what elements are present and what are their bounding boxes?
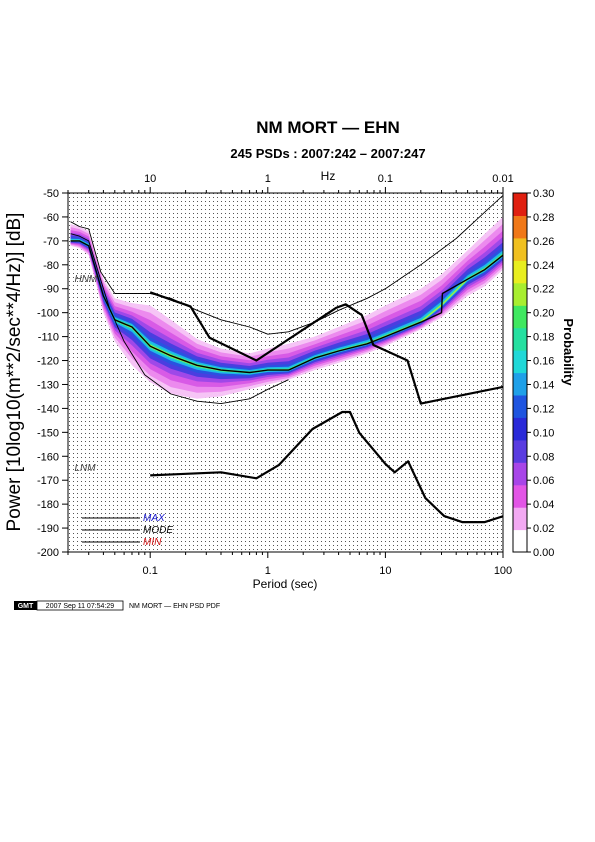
top-tick-label-1: 1: [265, 173, 271, 185]
colorbar-segment-13: [513, 237, 527, 261]
annotation-hnm: HNM: [74, 274, 97, 285]
colorbar-segment-15: [513, 193, 527, 216]
colorbar-tick-label-10: 0.10: [533, 427, 554, 439]
colorbar-tick-label-7: 0.16: [533, 356, 554, 368]
legend-label-mode: MODE: [143, 525, 173, 536]
series-line-max: [70, 195, 503, 335]
colorbar-segment-1: [513, 507, 527, 531]
colorbar-segment-6: [513, 394, 527, 418]
y-tick-label-1: -60: [43, 212, 59, 224]
chart-title: NM MORT — EHN: [256, 118, 400, 137]
y-tick-label-2: -70: [43, 236, 59, 248]
y-tick-label-0: -50: [43, 188, 59, 200]
colorbar-segment-5: [513, 417, 527, 441]
y-axis-label: Power [10log10(m**2/sec**4/Hz)] [dB]: [4, 213, 25, 532]
top-tick-label-3: 0.01: [492, 173, 513, 185]
colorbar-tick-label-1: 0.28: [533, 212, 554, 224]
colorbar-tick-label-3: 0.24: [533, 260, 554, 272]
colorbar-tick-label-12: 0.06: [533, 475, 554, 487]
annotation-lnm: LNM: [74, 463, 96, 474]
y-tick-label-12: -170: [37, 475, 59, 487]
x-tick-label-2: 10: [379, 565, 391, 577]
colorbar-tick-label-14: 0.02: [533, 523, 554, 535]
colorbar-tick-label-8: 0.14: [533, 379, 554, 391]
y-tick-label-14: -190: [37, 523, 59, 535]
timestamp-box: [36, 600, 124, 611]
footer: GMT 2007 Sep 11 07:54:29 NM MORT — EHN P…: [14, 600, 220, 611]
colorbar-segment-11: [513, 282, 527, 306]
colorbar-tick-label-0: 0.30: [533, 188, 554, 200]
colorbar-tick-label-9: 0.12: [533, 403, 554, 415]
colorbar-tick-label-5: 0.20: [533, 308, 554, 320]
y-tick-label-15: -200: [37, 547, 59, 559]
colorbar-segment-0: [513, 529, 527, 553]
x-tick-label-1: 1: [265, 565, 271, 577]
colorbar-segment-9: [513, 327, 527, 351]
x-axis-label: Period (sec): [253, 577, 318, 591]
colorbar-segment-12: [513, 260, 527, 284]
footer-caption: NM MORT — EHN PSD PDF: [129, 603, 220, 610]
x-tick-label-3: 100: [494, 565, 512, 577]
colorbar-segment-14: [513, 215, 527, 239]
y-tick-label-9: -140: [37, 403, 59, 415]
top-axis-label: Hz: [321, 169, 336, 183]
series-line-min: [70, 233, 289, 405]
colorbar-segment-10: [513, 305, 527, 329]
series-line-hnm: [149, 291, 503, 405]
top-tick-label-0: 10: [144, 173, 156, 185]
legend-label-max: MAX: [143, 513, 165, 524]
x-axis: 0.1 1 10 100: [67, 187, 512, 577]
colorbar-segment-7: [513, 372, 527, 396]
y-tick-label-11: -160: [37, 451, 59, 463]
y-tick-label-10: -150: [37, 427, 59, 439]
colorbar: 0.30 0.28 0.26 0.24 0.22 0.20 0.18 0.16 0.14 0.12…: [512, 188, 554, 559]
y-tick-label-7: -120: [37, 356, 59, 368]
colorbar-frame: [512, 192, 528, 553]
colorbar-segment-4: [513, 439, 527, 463]
top-axis: 10 1 0.1 0.01: [144, 173, 514, 185]
colorbar-tick-label-4: 0.22: [533, 284, 554, 296]
chart-subtitle: 245 PSDs : 2007:242 – 2007:247: [230, 146, 425, 161]
legend-label-min: MIN: [143, 537, 162, 548]
series-line-lnm: [150, 410, 503, 524]
x-tick-label-0: 0.1: [143, 565, 158, 577]
y-tick-label-13: -180: [37, 499, 59, 511]
gmt-logo: [14, 601, 37, 610]
plot-frame: [67, 192, 504, 553]
y-tick-label-3: -80: [43, 260, 59, 272]
colorbar-label: Probability: [561, 318, 576, 386]
colorbar-segment-3: [513, 462, 527, 486]
colorbar-tick-label-13: 0.04: [533, 499, 554, 511]
top-tick-label-2: 0.1: [378, 173, 393, 185]
series-lines: [70, 195, 503, 524]
colorbar-segment-2: [513, 484, 527, 508]
colorbar-tick-label-2: 0.26: [533, 236, 554, 248]
colorbar-segment-8: [513, 350, 527, 374]
y-axis: -50 -60 -70 -80 -90 -100 -110 -120 -130 -140 -150 -…: [37, 188, 68, 559]
timestamp: 2007 Sep 11 07:54:29: [46, 603, 114, 610]
density-band: [70, 216, 503, 399]
y-tick-label-8: -130: [37, 379, 59, 391]
colorbar-tick-label-6: 0.18: [533, 332, 554, 344]
colorbar-tick-label-11: 0.08: [533, 451, 554, 463]
y-tick-label-4: -90: [43, 284, 59, 296]
gmt-logo-text: GMT: [18, 603, 34, 610]
y-tick-label-5: -100: [37, 308, 59, 320]
y-tick-label-6: -110: [38, 332, 59, 344]
colorbar-tick-label-15: 0.00: [533, 547, 554, 559]
density-layer-3: [70, 232, 503, 383]
